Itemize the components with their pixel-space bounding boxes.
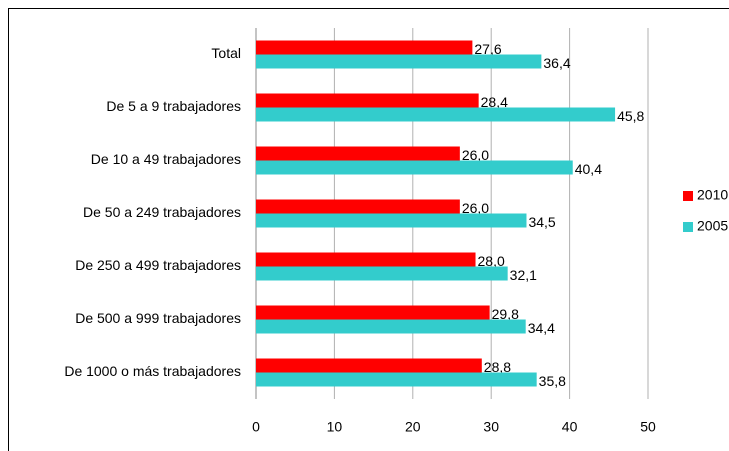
y-tick-label: De 5 a 9 trabajadores [106,98,241,114]
x-tick-label: 50 [640,419,656,435]
bar [256,107,616,122]
bar [256,199,460,214]
bar [256,146,460,161]
value-label: 27,6 [474,41,501,57]
value-label: 45,8 [617,108,644,124]
bar [256,252,476,267]
value-label: 26,0 [462,147,489,163]
x-tick-label: 40 [562,419,578,435]
value-label: 35,8 [539,373,566,389]
bar [256,319,526,334]
value-label: 32,1 [510,267,537,283]
value-label: 26,0 [462,200,489,216]
bar [256,266,508,281]
value-label: 36,4 [543,55,570,71]
y-tick-label: De 10 a 49 trabajadores [91,151,241,167]
bar [256,372,537,387]
legend-label: 2005 [697,218,728,234]
value-label: 40,4 [575,161,602,177]
bar [256,213,527,228]
bar [256,358,482,373]
value-label: 28,0 [478,253,505,269]
legend-label: 2010 [697,187,728,203]
y-tick-label: De 500 a 999 trabajadores [75,310,241,326]
y-tick-label: De 250 a 499 trabajadores [75,257,241,273]
bar [256,54,542,69]
y-tick-label: De 50 a 249 trabajadores [83,204,241,220]
value-label: 34,4 [528,320,555,336]
value-label: 28,4 [481,94,508,110]
bar [256,160,573,175]
legend-swatch [683,222,693,232]
bar [256,305,490,320]
x-tick-label: 0 [252,419,260,435]
value-label: 34,5 [528,214,555,230]
x-tick-label: 20 [405,419,421,435]
y-tick-label: De 1000 o más trabajadores [64,363,241,379]
y-tick-label: Total [211,45,241,61]
x-tick-label: 10 [327,419,343,435]
legend-swatch [683,191,693,201]
value-label: 29,8 [492,306,519,322]
value-label: 28,8 [484,359,511,375]
bar [256,40,473,55]
bar [256,93,479,108]
x-tick-label: 30 [483,419,499,435]
